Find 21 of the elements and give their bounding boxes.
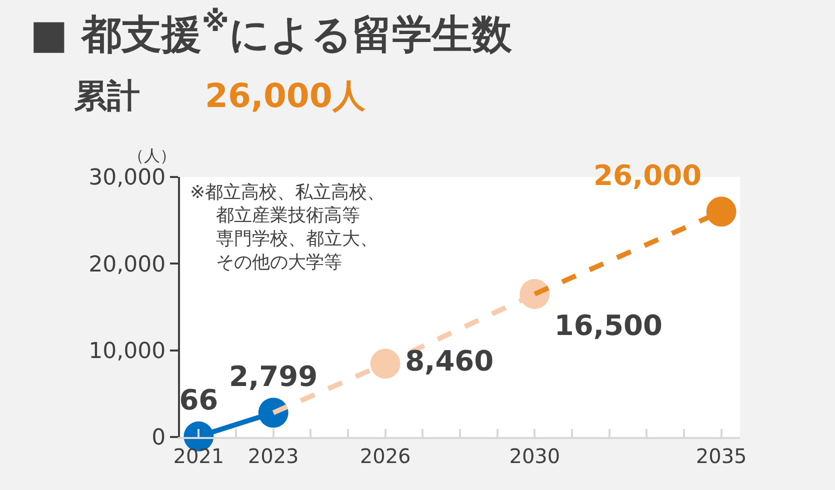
data-label: 2,799 — [229, 360, 318, 393]
point — [370, 348, 400, 379]
data-label: 8,460 — [405, 344, 494, 378]
annotation: ※都立高校、私立高校、都立産業技術高等専門学校、都立大、その他の大学等 — [190, 182, 386, 273]
chart-title: ■ 都支援$^{※}$による留学生数 — [30, 5, 513, 58]
data-label: 66 — [179, 384, 218, 417]
chart-subtitle: 累計 — [74, 76, 140, 115]
y-tick-label: 0 — [152, 426, 166, 451]
data-label: 16,500 — [554, 308, 662, 342]
x-tick-label: 2026 — [360, 444, 411, 468]
x-tick-label: 2035 — [696, 444, 747, 468]
x-tick-label: 2023 — [248, 444, 299, 468]
y-tick-label: 20,000 — [88, 252, 166, 278]
x-tick-label: 2030 — [509, 444, 560, 468]
x-tick-label: 2021 — [173, 444, 224, 468]
y-tick-label: 10,000 — [88, 339, 166, 364]
y-axis-title: （人） — [128, 146, 176, 165]
data-label: 26,000 — [594, 158, 702, 192]
y-tick-label: 30,000 — [88, 166, 166, 191]
text: 26,000人 — [205, 76, 366, 115]
point — [706, 196, 736, 227]
